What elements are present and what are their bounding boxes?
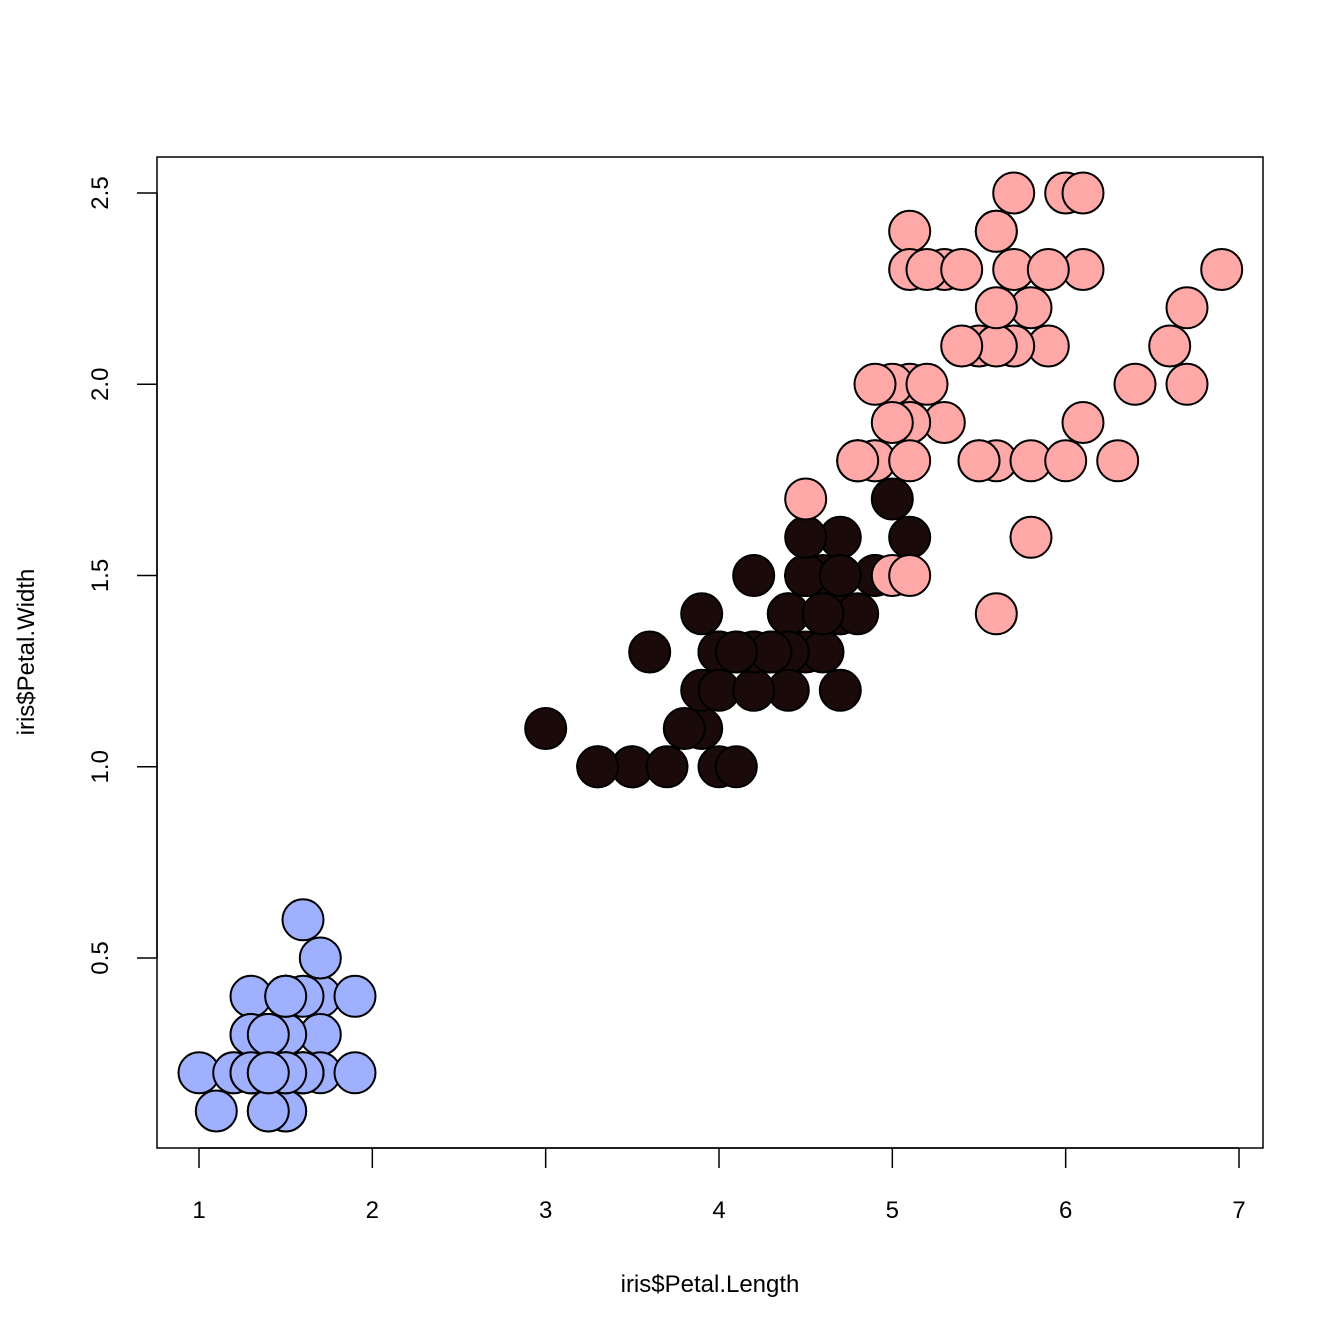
data-point: [246, 1051, 290, 1095]
data-point: [940, 324, 984, 368]
data-point: [298, 936, 342, 980]
data-point: [853, 362, 897, 406]
data-point: [784, 515, 828, 559]
data-point: [264, 974, 308, 1018]
data-point: [957, 439, 1001, 483]
data-point: [905, 362, 949, 406]
data-point: [784, 477, 828, 521]
data-point: [801, 592, 845, 636]
data-point: [888, 439, 932, 483]
data-point: [1200, 248, 1244, 291]
data-point: [576, 745, 620, 789]
data-point: [333, 1051, 377, 1095]
data-point: [1165, 362, 1209, 406]
data-point: [246, 1013, 290, 1056]
x-tick-label: 5: [886, 1197, 899, 1224]
data-point: [974, 286, 1018, 330]
data-point: [1044, 439, 1088, 483]
data-point: [818, 668, 862, 712]
x-tick-label: 7: [1232, 1197, 1245, 1224]
y-tick-label: 2.5: [87, 176, 114, 209]
x-axis: 1 2 3 4 5 6 7: [192, 1147, 1246, 1224]
data-point: [870, 477, 914, 521]
data-point: [992, 171, 1036, 215]
x-tick-label: 3: [539, 1197, 552, 1224]
data-point: [246, 1089, 290, 1133]
data-point: [940, 248, 984, 291]
y-axis: 0.5 1.0 1.5 2.0 2.5: [87, 176, 158, 975]
data-point: [1061, 401, 1105, 444]
data-point: [714, 745, 758, 789]
data-point: [645, 745, 689, 789]
data-point: [888, 515, 932, 559]
data-point: [680, 592, 724, 636]
data-point: [194, 1089, 238, 1133]
data-point: [974, 209, 1018, 253]
data-point: [1113, 362, 1157, 406]
data-point: [732, 668, 776, 712]
data-point: [888, 554, 932, 597]
data-point: [974, 592, 1018, 636]
data-points: [177, 171, 1244, 1133]
y-tick-label: 1.0: [87, 750, 114, 783]
data-point: [836, 439, 880, 483]
data-point: [888, 209, 932, 253]
y-tick-label: 0.5: [87, 941, 114, 974]
x-tick-label: 4: [712, 1197, 725, 1224]
series-setosa: [177, 898, 377, 1133]
data-point: [1061, 171, 1105, 215]
y-tick-label: 2.0: [87, 368, 114, 401]
data-point: [1165, 286, 1209, 330]
x-tick-label: 1: [192, 1197, 205, 1224]
y-axis-title: iris$Petal.Width: [13, 569, 40, 736]
series-versicolor: [524, 439, 932, 789]
data-point: [1148, 324, 1192, 368]
data-point: [524, 707, 568, 750]
data-point: [714, 630, 758, 674]
x-tick-label: 6: [1059, 1197, 1072, 1224]
data-point: [628, 630, 672, 674]
data-point: [1009, 515, 1053, 559]
data-point: [281, 898, 325, 942]
y-tick-label: 1.5: [87, 559, 114, 592]
data-point: [1026, 248, 1070, 291]
x-tick-label: 2: [366, 1197, 379, 1224]
data-point: [870, 401, 914, 444]
data-point: [732, 554, 776, 597]
data-point: [333, 974, 377, 1018]
data-point: [818, 554, 862, 597]
data-point: [662, 707, 706, 750]
x-axis-title: iris$Petal.Length: [621, 1271, 800, 1298]
series-virginica: [784, 171, 1244, 636]
data-point: [1096, 439, 1140, 483]
